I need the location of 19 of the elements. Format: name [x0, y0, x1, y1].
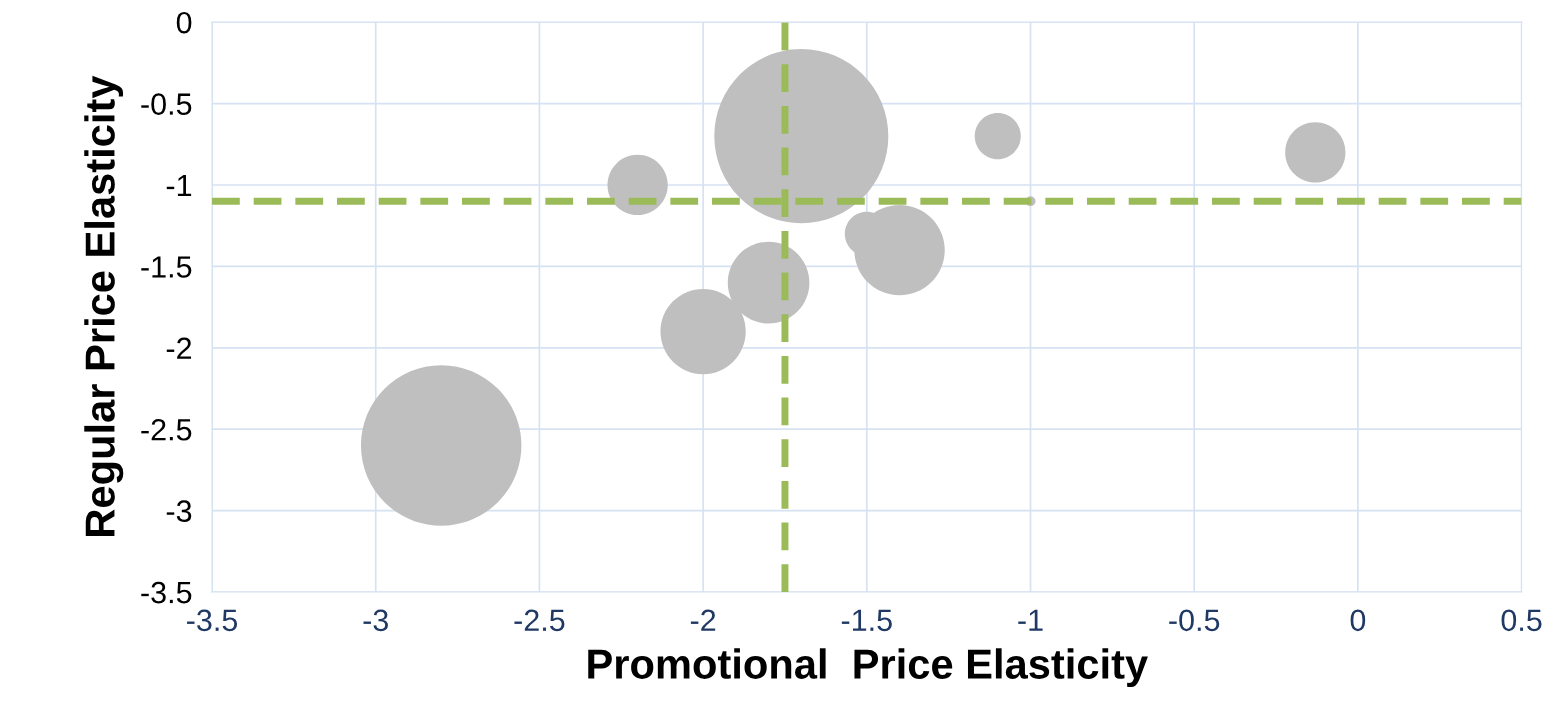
y-tick-label: -2 [166, 337, 192, 359]
y-tick-label: 0 [176, 11, 192, 34]
x-tick-label: 0.5 [1501, 609, 1542, 632]
x-tick-label: -3 [363, 609, 388, 632]
y-tick-label: -3 [166, 500, 192, 522]
x-axis-title: Promotional Price Elasticity [588, 648, 1148, 688]
x-tick-label: -1 [1018, 609, 1043, 631]
y-tick-label: -0.5 [141, 93, 192, 115]
y-axis-title: Regular Price Elasticity [84, 75, 124, 536]
x-tick-label: -2.5 [514, 609, 565, 632]
x-tick-label: -1.5 [841, 609, 892, 632]
y-tick-label: -2.5 [141, 418, 192, 441]
y-tick-label: -1.5 [141, 256, 192, 278]
y-tick-label: -1 [166, 175, 192, 197]
x-tick-label: -0.5 [1169, 609, 1220, 632]
x-tick-label: 0 [1350, 609, 1366, 632]
x-tick-label: -2 [690, 609, 716, 631]
y-tick-label: -3.5 [141, 581, 192, 604]
x-tick-label: -3.5 [187, 609, 238, 632]
